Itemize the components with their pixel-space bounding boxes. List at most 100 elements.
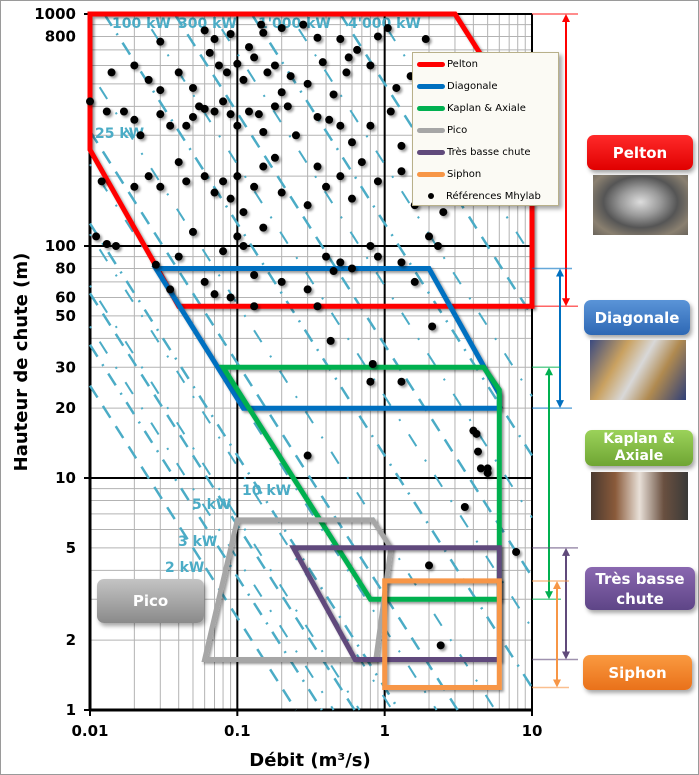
reference-point: [259, 28, 268, 37]
reference-point: [347, 264, 356, 273]
legend-label: Siphon: [447, 168, 482, 180]
reference-point: [200, 172, 209, 181]
reference-point: [336, 258, 345, 267]
reference-point: [472, 429, 481, 438]
reference-point: [283, 102, 292, 111]
reference-point: [92, 232, 101, 241]
siphon-label-box: Siphon: [583, 655, 692, 690]
reference-point: [210, 290, 219, 299]
legend-swatch: [417, 83, 445, 89]
reference-point: [144, 75, 153, 84]
reference-point: [329, 267, 338, 276]
legend-item-references: Références Mhylab: [417, 189, 541, 203]
legend-item-kaplan: Kaplan & Axiale: [417, 101, 526, 115]
y-tick-label: 80: [55, 259, 76, 277]
reference-point: [313, 33, 322, 42]
tbc-label-box: Très basse chute: [585, 567, 695, 610]
reference-point: [156, 37, 165, 46]
pelton-label: Pelton: [612, 143, 668, 162]
arrowhead-down: [545, 591, 553, 600]
reference-point: [392, 83, 401, 92]
reference-point: [425, 232, 434, 241]
iso-power-label: 100 kW: [112, 16, 171, 32]
reference-point: [119, 107, 128, 116]
reference-point: [174, 252, 183, 261]
legend-dot: [428, 193, 434, 199]
reference-point: [476, 464, 485, 473]
arrowhead-down: [562, 651, 570, 660]
legend-item-tbc: Très basse chute: [417, 145, 531, 159]
reference-point: [366, 242, 375, 250]
reference-point: [86, 97, 94, 106]
reference-point: [270, 153, 279, 162]
iso-power-line-secondary: [89, 325, 335, 711]
reference-point: [286, 72, 295, 81]
reference-point: [136, 131, 145, 140]
arrowhead-up: [562, 547, 570, 556]
reference-point: [97, 177, 106, 186]
y-tick-label: 2: [66, 631, 76, 649]
reference-point: [303, 201, 312, 210]
reference-point: [250, 270, 259, 279]
reference-point: [460, 502, 469, 511]
reference-point: [386, 107, 395, 116]
arrowhead-down: [562, 298, 570, 307]
reference-point: [397, 141, 406, 150]
reference-point: [259, 128, 268, 137]
iso-power-line-secondary: [141, 13, 533, 629]
reference-point: [373, 252, 382, 261]
reference-point: [270, 61, 279, 70]
reference-point: [130, 61, 139, 70]
y-tick-label: 100: [45, 237, 76, 255]
reference-point: [347, 138, 356, 147]
reference-point: [277, 188, 286, 197]
reference-point: [151, 260, 160, 269]
tbc-label: Très basse chute: [595, 569, 685, 608]
reference-point: [102, 240, 111, 249]
reference-point: [277, 277, 286, 286]
reference-point: [313, 112, 322, 121]
reference-point: [329, 90, 338, 99]
domain-tr-s-basse-chute: [289, 545, 502, 662]
kaplan-label-box: Kaplan & Axiale: [585, 430, 693, 466]
reference-point: [483, 469, 492, 478]
y-tick-label: 30: [55, 358, 76, 376]
reference-point: [182, 121, 191, 130]
reference-point: [366, 377, 375, 386]
reference-point: [439, 208, 448, 217]
diagonale-label: Diagonale: [594, 308, 680, 327]
reference-point: [250, 302, 259, 311]
legend: Pelton Diagonale Kaplan & Axiale Pico Tr…: [412, 52, 559, 206]
y-tick-label: 60: [55, 288, 76, 306]
reference-point: [366, 61, 375, 70]
reference-point: [226, 194, 235, 203]
reference-point: [342, 68, 351, 77]
kaplan-label: Kaplan & Axiale: [603, 431, 675, 464]
reference-point: [313, 162, 322, 171]
iso-power-label: 1'000 kW: [258, 16, 331, 32]
reference-point: [188, 112, 197, 121]
reference-point: [353, 45, 362, 54]
pico-label-box: Pico: [97, 579, 204, 623]
reference-point: [368, 360, 377, 369]
reference-point: [303, 451, 312, 460]
head-range-arrows: [532, 13, 578, 689]
legend-swatch: [417, 127, 445, 133]
iso-power-label: 4'000 kW: [348, 16, 421, 32]
reference-point: [303, 79, 312, 88]
reference-point: [473, 447, 482, 456]
reference-point: [313, 302, 322, 311]
x-tick-label: 1: [379, 722, 389, 740]
reference-point: [144, 172, 153, 181]
y-tick-label: 800: [45, 27, 76, 45]
iso-power-label: 5 kW: [192, 497, 231, 513]
iso-power-line: [103, 13, 534, 689]
reference-point: [433, 242, 442, 250]
y-tick-label: 20: [55, 399, 76, 417]
reference-point: [254, 110, 263, 119]
pico-label: Pico: [132, 592, 169, 610]
reference-point: [259, 223, 268, 232]
reference-point: [166, 121, 175, 130]
legend-swatch: [417, 105, 445, 111]
